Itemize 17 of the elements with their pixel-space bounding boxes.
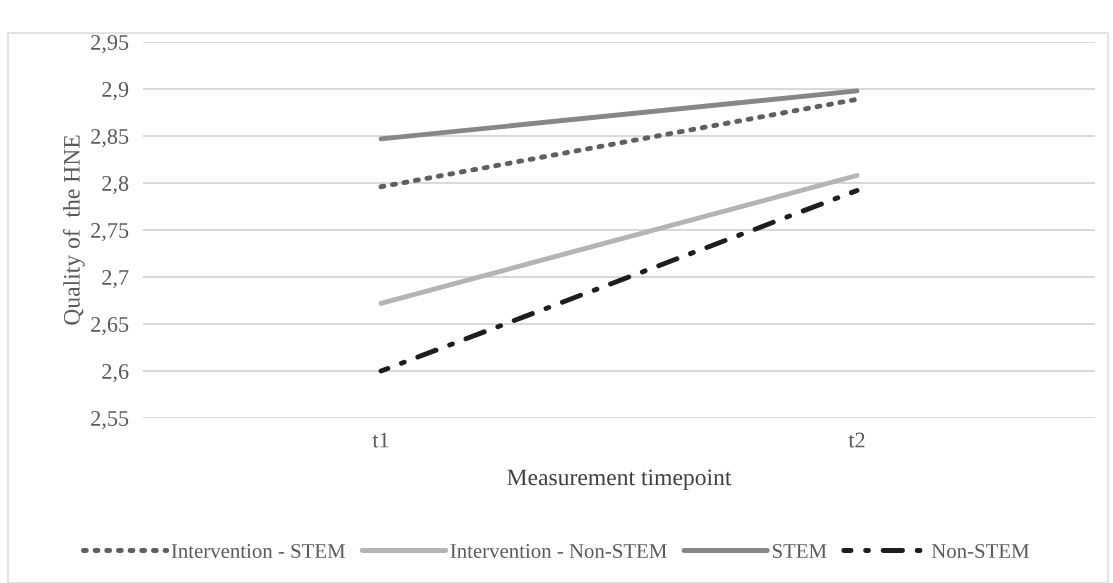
y-tick-label: 2,75: [91, 222, 129, 242]
legend-label: Intervention - STEM: [171, 544, 346, 559]
legend-label: Non-STEM: [931, 544, 1029, 559]
x-tick-label: t1: [372, 432, 389, 448]
y-tick-label: 2,85: [91, 128, 129, 148]
y-tick-label: 2,65: [91, 316, 129, 336]
y-tick-label: 2,55: [91, 410, 129, 430]
legend-label: Intervention - Non-STEM: [450, 544, 667, 559]
legend-label: STEM: [772, 544, 827, 559]
y-tick-label: 2,95: [91, 34, 129, 54]
y-tick-label: 2,8: [102, 175, 129, 195]
x-axis-title: Measurement timepoint: [507, 469, 732, 491]
x-tick-label: t2: [848, 432, 865, 448]
y-tick-label: 2,6: [102, 363, 129, 383]
y-axis-title: Quality of the HNE: [62, 135, 85, 325]
y-tick-label: 2,9: [102, 81, 129, 101]
y-tick-label: 2,7: [102, 269, 129, 289]
